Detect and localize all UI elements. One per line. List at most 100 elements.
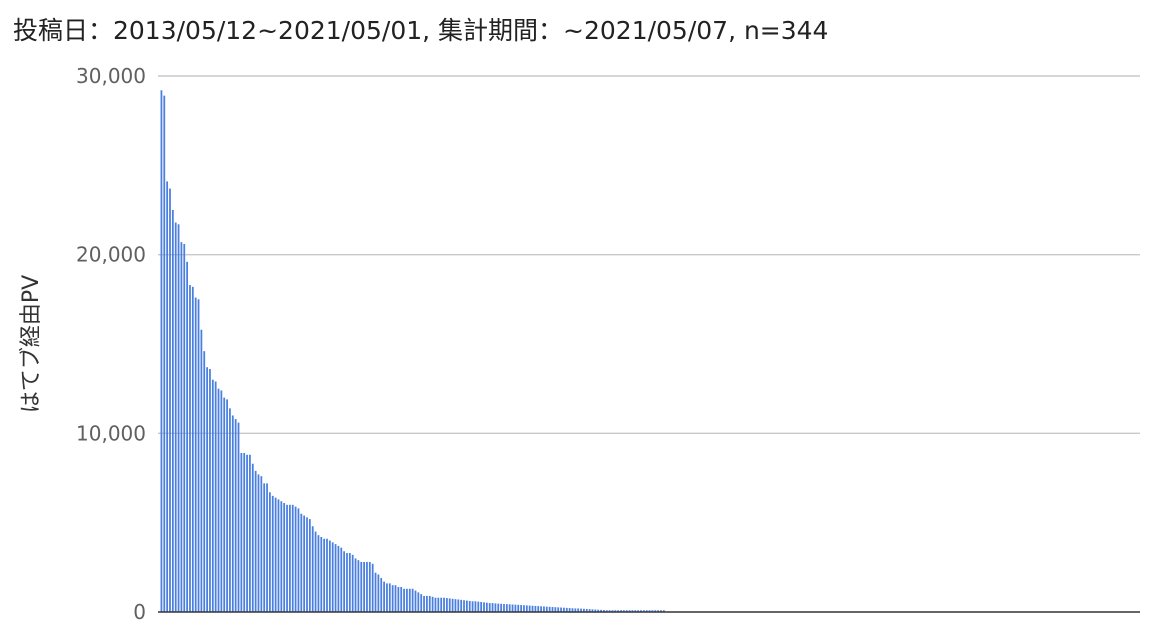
bar [343,551,346,612]
bar [260,476,263,612]
bar [274,497,277,612]
bar [203,351,206,612]
bar [594,609,597,612]
bar [551,607,554,612]
bar [289,504,291,612]
bar [374,572,377,612]
bar [263,483,266,612]
bar [189,285,191,612]
bar [320,536,323,612]
y-tick-label: 30,000 [76,64,146,88]
bar [588,609,591,612]
bar [346,553,348,612]
bar [634,610,637,612]
bar [585,608,588,612]
bar [254,470,257,612]
bar [597,609,600,612]
bar [603,610,605,612]
bar [411,588,414,612]
bar [568,608,571,612]
bar [211,379,214,612]
bar [446,598,448,612]
bar [229,408,231,612]
bar [488,603,491,612]
bar [371,563,374,612]
bar [234,419,237,612]
bar [391,585,394,612]
bar [591,609,594,612]
bar [408,588,411,612]
bar [400,586,403,612]
bar [511,604,514,612]
bar [297,508,300,612]
bar [200,329,203,612]
bar [271,495,274,612]
bar [266,483,268,612]
bar [605,610,608,612]
bar [571,608,574,612]
bar [220,390,223,612]
bar [177,224,180,613]
bar [191,286,194,612]
bar [326,538,328,612]
bar [226,399,228,612]
bar [300,513,303,612]
bar [303,515,306,612]
bar [491,603,494,612]
bar [460,599,463,612]
bar [543,606,545,612]
bar [662,610,665,612]
bar [517,604,520,612]
bar [360,561,363,612]
bar [620,610,622,612]
bar [485,602,488,612]
bar [637,610,640,612]
bar [611,610,614,612]
bar [311,526,314,612]
bar [366,561,368,612]
bar [214,381,217,612]
y-tick-label: 10,000 [76,421,146,445]
bar [494,603,497,612]
bar [414,590,417,612]
chart-title: 投稿日：2013/05/12~2021/05/01, 集計期間：~2021/05… [13,16,829,45]
bar [500,603,503,612]
bar [334,544,337,612]
bar [534,605,537,612]
bar [377,574,380,612]
bar [163,95,166,612]
bar [237,422,240,612]
bars [160,90,665,613]
bar [194,297,197,612]
bar [657,610,660,612]
bar [580,608,582,612]
bar [354,558,357,612]
bar [380,578,383,612]
bar [483,602,485,612]
gridlines [158,75,1140,435]
bar [183,243,186,612]
bar [531,605,534,612]
bar [363,561,365,612]
bar [468,600,471,612]
bar [474,601,477,612]
bar [537,606,540,612]
bar [217,388,220,612]
bar [431,596,434,612]
bar [477,601,480,612]
bar [403,588,405,612]
bar [608,610,611,612]
bar [240,452,243,612]
bar [426,595,428,612]
bar [465,600,468,612]
bar [451,598,454,612]
y-axis-title: はてブ経由PV [19,275,44,413]
bar [645,610,648,612]
bar [223,397,226,612]
bar [628,610,631,612]
bar [423,595,425,612]
bar [503,603,505,612]
bar [497,603,500,612]
bar [554,607,557,612]
